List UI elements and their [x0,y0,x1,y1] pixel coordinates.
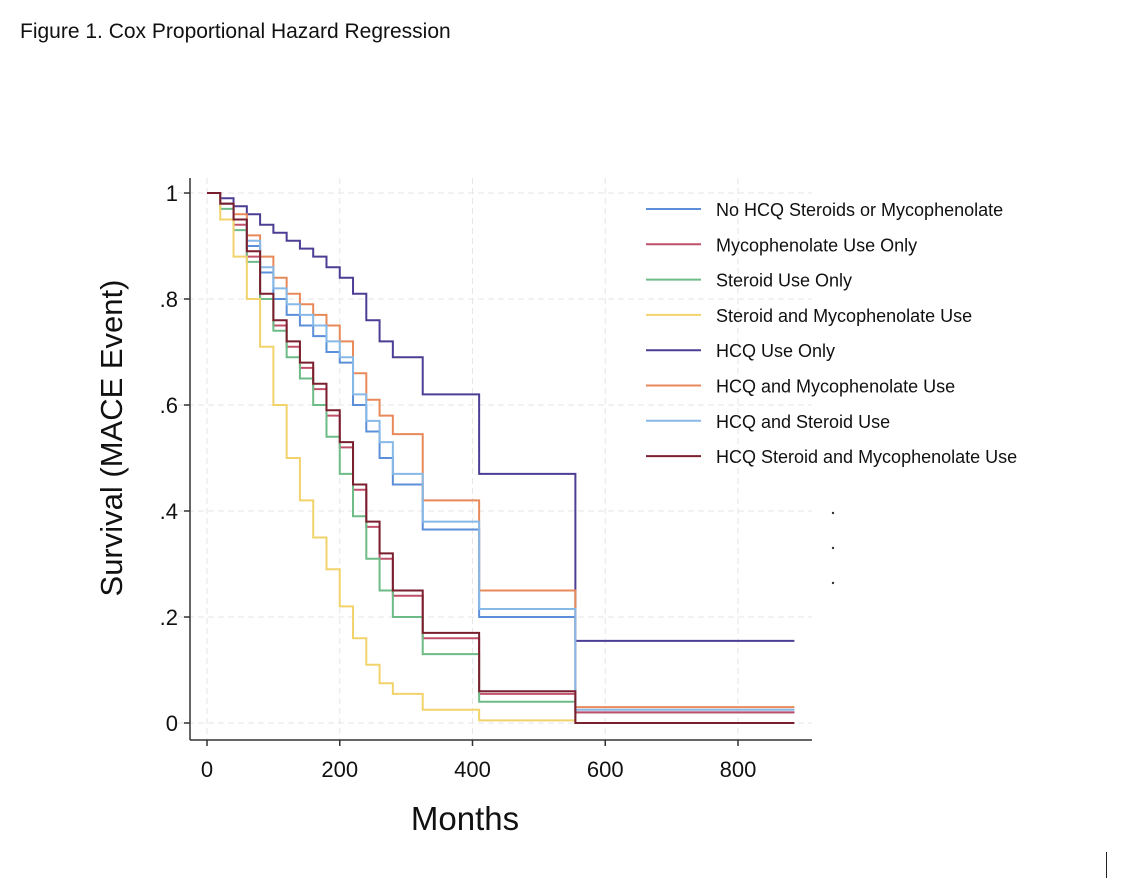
y-axis-label: Survival (MACE Event) [94,280,129,597]
series-line-1 [207,192,795,714]
x-tick-label: 600 [587,757,624,782]
series-line-8 [207,192,795,724]
series-line-7 [207,192,795,711]
y-tick-label: .6 [160,393,178,418]
x-axis-label: Months [411,800,519,837]
x-tick-label: 400 [454,757,491,782]
y-tick-label: .4 [160,499,178,524]
figure-title: Figure 1. Cox Proportional Hazard Regres… [20,20,451,43]
legend-entry: No HCQ Steroids or Mycophenolate [646,200,1003,220]
legend-label: No HCQ Steroids or Mycophenolate [716,200,1003,220]
legend: No HCQ Steroids or Mycophenolate Mycophen… [646,200,1017,467]
series-line-4 [207,192,795,724]
legend-entry: Steroid Use Only [646,271,852,291]
y-tick-label: .8 [160,287,178,312]
legend-entry: Steroid and Mycophenolate Use [646,306,972,326]
stray-dots [831,511,835,585]
y-tick-label: 1 [166,181,178,206]
legend-label: HCQ and Mycophenolate Use [716,377,955,397]
y-tick-label: .2 [160,605,178,630]
legend-entry: HCQ Use Only [646,341,835,361]
legend-entry: HCQ and Mycophenolate Use [646,377,955,397]
legend-label: Steroid and Mycophenolate Use [716,306,972,326]
series-line-5 [207,192,795,642]
legend-label: Steroid Use Only [716,271,852,291]
x-tick-label: 0 [201,757,213,782]
legend-entry: Mycophenolate Use Only [646,235,917,255]
legend-label: HCQ Steroid and Mycophenolate Use [716,447,1017,467]
legend-label: HCQ and Steroid Use [716,412,890,432]
x-tick-label: 200 [321,757,358,782]
legend-entry: HCQ Steroid and Mycophenolate Use [646,447,1017,467]
x-tick-label: 800 [720,757,757,782]
axes: 0 .2 .4 .6 .8 1 0 200 400 600 800 [160,178,812,782]
series-line-2 [207,192,795,714]
legend-label: Mycophenolate Use Only [716,235,917,255]
y-tick-label: 0 [166,711,178,736]
legend-entry: HCQ and Steroid Use [646,412,890,432]
series-lines [207,192,795,724]
series-line-6 [207,192,795,709]
text-cursor [1106,852,1107,878]
legend-label: HCQ Use Only [716,341,835,361]
